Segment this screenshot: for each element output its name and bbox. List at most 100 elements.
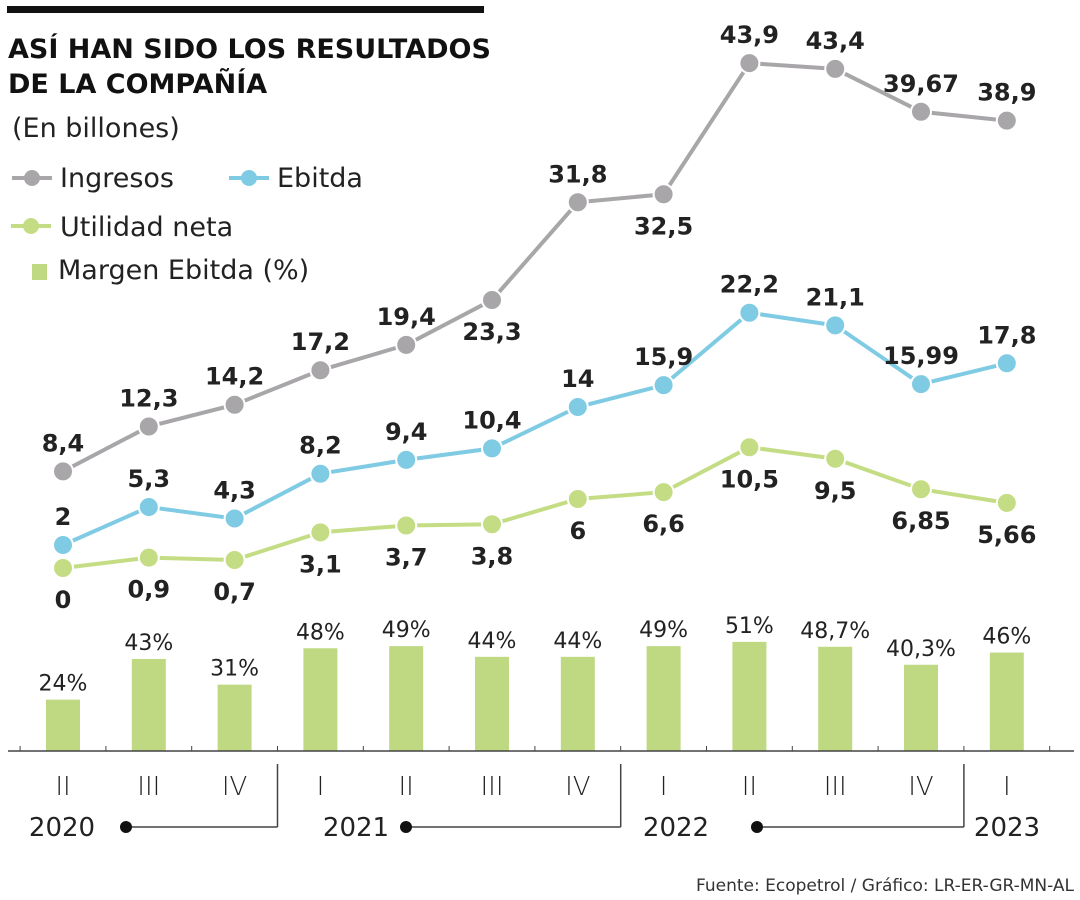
data-label: 43,4: [806, 27, 865, 55]
x-tick-label: IV: [222, 772, 247, 802]
x-tick-label: III: [137, 772, 160, 802]
data-point: [824, 447, 847, 470]
bar-label: 46%: [982, 625, 1031, 650]
data-point: [652, 481, 675, 504]
data-point: [824, 57, 847, 80]
data-point: [52, 557, 74, 579]
data-point: [652, 374, 675, 397]
data-label: 19,4: [377, 303, 436, 331]
chart-title-line-1: ASÍ HAN SIDO LOS RESULTADOS: [8, 33, 491, 65]
data-label: 14: [561, 365, 594, 393]
bar-margen-ebitda: [131, 658, 166, 751]
x-tick-label: II: [399, 772, 414, 802]
data-point: [52, 460, 74, 483]
x-tick-label: I: [1003, 772, 1011, 802]
bar-label: 40,3%: [886, 637, 956, 662]
year-label: 2021: [323, 813, 389, 843]
legend: Ingresos Ebitda Utilidad neta Margen Ebi…: [11, 163, 363, 286]
chart-subtitle: (En billones): [12, 113, 180, 144]
data-label: 9,4: [385, 418, 428, 446]
chart-title-line-2: DE LA COMPAÑÍA: [8, 68, 267, 100]
bar-margen-ebitda: [389, 646, 424, 751]
data-label: 17,8: [977, 321, 1036, 349]
x-tick-label: II: [55, 772, 70, 802]
data-label: 17,2: [291, 328, 350, 356]
x-tick-label: III: [480, 772, 503, 802]
x-tick-label: I: [660, 772, 668, 802]
bar-label: 24%: [39, 672, 88, 697]
data-label: 10,5: [720, 465, 779, 493]
data-label: 3,7: [385, 543, 428, 571]
data-label: 10,4: [462, 406, 521, 434]
series-line: [62, 61, 1008, 474]
data-label: 2: [55, 503, 72, 531]
bar-margen-ebitda: [303, 648, 338, 751]
data-point: [566, 396, 589, 418]
year-bracket-dot: [120, 821, 132, 833]
data-label: 6,6: [642, 510, 685, 538]
data-point: [309, 462, 332, 485]
data-point: [910, 100, 932, 123]
data-point: [738, 52, 761, 75]
data-point: [395, 333, 418, 356]
data-point: [738, 436, 761, 459]
bar-label: 49%: [382, 618, 431, 643]
data-label: 22,2: [720, 271, 779, 299]
data-point: [566, 191, 589, 214]
data-point: [223, 393, 246, 416]
data-point: [824, 314, 847, 337]
data-label: 21,1: [806, 283, 865, 311]
x-tick-label: IV: [908, 772, 933, 802]
data-point: [995, 109, 1018, 132]
bar-label: 48,7%: [800, 619, 870, 644]
x-tick-label: II: [742, 772, 757, 802]
series-utilidad-neta: 0 0,9 0,7 3,1 3,7 3,8 6 6,6 10,5 9,5 6,85 5,66: [52, 436, 1036, 614]
data-label: 5,66: [977, 521, 1036, 549]
bar-margen-ebitda: [732, 641, 767, 751]
legend-item-margen-ebitda: Margen Ebitda (%): [32, 255, 309, 286]
bar-label: 44%: [553, 629, 602, 654]
data-label: 0,7: [213, 578, 256, 606]
data-point: [481, 437, 503, 460]
data-point: [910, 478, 932, 501]
data-label: 3,1: [299, 550, 342, 578]
data-label: 8,2: [299, 432, 342, 460]
data-label: 43,9: [720, 21, 779, 49]
x-tick-label: III: [824, 772, 847, 802]
bar-label: 31%: [210, 657, 259, 682]
bar-margen-ebitda: [818, 646, 853, 751]
x-tick-label: I: [317, 772, 325, 802]
bar-label: 49%: [639, 618, 688, 643]
svg-text:Ebitda: Ebitda: [277, 163, 363, 194]
top-rule: [7, 6, 484, 13]
data-label: 31,8: [548, 160, 607, 188]
legend-item-ebitda: Ebitda: [229, 163, 363, 194]
bar-margen-ebitda: [989, 652, 1024, 751]
x-tick-label: IV: [565, 772, 590, 802]
data-label: 38,9: [977, 79, 1036, 107]
bar-label: 44%: [468, 629, 517, 654]
data-point: [137, 496, 160, 519]
year-label: 2023: [974, 813, 1040, 843]
data-label: 15,9: [634, 343, 693, 371]
data-label: 3,8: [471, 542, 514, 570]
bar-margen-ebitda: [904, 664, 938, 751]
legend-item-utilidad-neta: Utilidad neta: [11, 212, 233, 243]
data-point: [395, 448, 418, 471]
svg-text:Margen Ebitda (%): Margen Ebitda (%): [58, 255, 309, 286]
data-point: [309, 521, 332, 544]
data-label: 23,3: [462, 318, 521, 346]
data-label: 32,5: [634, 212, 693, 240]
svg-text:Utilidad neta: Utilidad neta: [60, 212, 233, 243]
data-point: [137, 415, 160, 438]
bar-label: 48%: [296, 620, 345, 645]
data-point: [995, 491, 1018, 514]
data-label: 8,4: [42, 429, 85, 457]
data-point: [223, 507, 246, 530]
year-label: 2022: [643, 813, 709, 843]
data-label: 0: [55, 586, 72, 614]
bar-margen-ebitda: [646, 646, 681, 751]
data-point: [566, 488, 589, 510]
bar-label: 43%: [124, 631, 173, 656]
